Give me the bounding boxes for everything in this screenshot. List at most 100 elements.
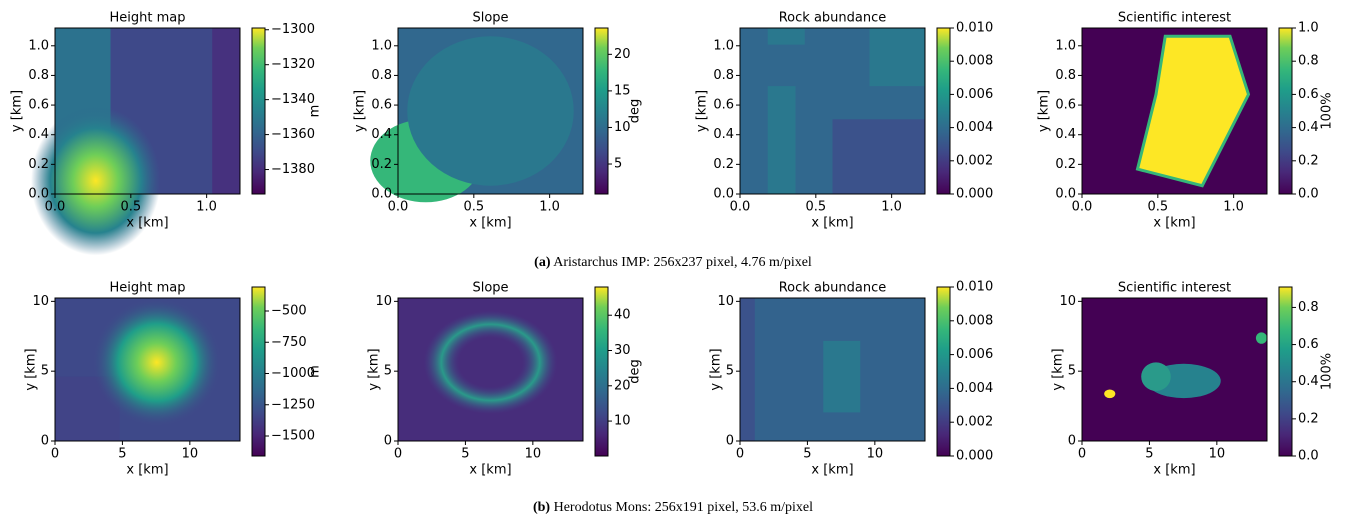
image-patch bbox=[1141, 362, 1171, 391]
y-tick-label: 0.0 bbox=[713, 187, 734, 202]
y-tick-label: 0.6 bbox=[713, 98, 734, 113]
axes-frame bbox=[1081, 27, 1268, 195]
colorbar-label: deg bbox=[628, 359, 643, 384]
image-patch bbox=[212, 28, 240, 194]
axes-frame bbox=[397, 27, 584, 195]
y-tick-label: 0.8 bbox=[371, 68, 392, 83]
colorbar-tick-label: 0.6 bbox=[1298, 337, 1319, 352]
panel-title: Rock abundance bbox=[779, 11, 887, 26]
caption-text: Aristarchus IMP: 256x237 pixel, 4.76 m/p… bbox=[553, 255, 812, 270]
x-tick-label: 5 bbox=[803, 447, 811, 462]
y-tick-label: 1.0 bbox=[28, 38, 49, 53]
y-tick-label: 0.4 bbox=[371, 127, 392, 142]
x-tick-label: 5 bbox=[118, 447, 126, 462]
x-axis-label: x [km] bbox=[469, 463, 511, 478]
panel-title: Height map bbox=[110, 11, 186, 26]
x-tick-label: 10 bbox=[525, 447, 542, 462]
x-tick-label: 0.5 bbox=[805, 200, 826, 215]
axes-frame bbox=[739, 27, 926, 195]
y-tick-label: 0.8 bbox=[713, 68, 734, 83]
y-tick-label: 0.8 bbox=[1055, 68, 1076, 83]
y-tick-label: 0.2 bbox=[1055, 157, 1076, 172]
colorbar-tick-label: 0.004 bbox=[956, 381, 993, 396]
panel-title: Slope bbox=[472, 281, 508, 296]
image-patch bbox=[823, 340, 861, 413]
x-tick-label: 0 bbox=[51, 447, 59, 462]
y-tick-label: 0.6 bbox=[28, 98, 49, 113]
colorbar-label: deg bbox=[628, 99, 643, 124]
y-tick-label: 0 bbox=[1068, 434, 1076, 449]
colorbar-tick-label: −1380 bbox=[271, 162, 315, 177]
colorbar-tick-label: 30 bbox=[614, 343, 631, 358]
colorbar-tick-label: 0.0 bbox=[1298, 449, 1319, 464]
colorbar-tick-label: 40 bbox=[614, 308, 631, 323]
colorbar-tick-label: 0.000 bbox=[956, 449, 993, 464]
axes-frame bbox=[1081, 297, 1268, 442]
image-patch bbox=[1255, 332, 1267, 344]
panel-title: Scientific interest bbox=[1118, 281, 1231, 296]
panel-title: Rock abundance bbox=[779, 281, 887, 296]
colorbar-tick-label: −1320 bbox=[271, 57, 315, 72]
colorbar-tick-label: 0.2 bbox=[1298, 153, 1319, 168]
y-tick-label: 0 bbox=[384, 434, 392, 449]
colorbar-label: m bbox=[308, 365, 323, 378]
colorbar-tick-label: −1500 bbox=[271, 429, 315, 444]
x-axis-label: x [km] bbox=[811, 216, 853, 231]
y-tick-label: 1.0 bbox=[371, 38, 392, 53]
panel-title: Scientific interest bbox=[1118, 11, 1231, 26]
colorbar-tick-label: −1300 bbox=[271, 22, 315, 37]
y-tick-label: 0 bbox=[41, 434, 49, 449]
image-patch bbox=[869, 28, 925, 87]
x-tick-label: 10 bbox=[182, 447, 199, 462]
y-tick-label: 0.8 bbox=[28, 68, 49, 83]
panel: Slope 0 5 10 0 5 10 x [km] y [km] 10 20 30 40 deg bbox=[367, 281, 643, 478]
colorbar bbox=[1278, 286, 1293, 457]
colorbar-tick-label: 0.4 bbox=[1298, 120, 1319, 135]
colorbar bbox=[594, 286, 609, 457]
y-tick-label: 0.4 bbox=[713, 127, 734, 142]
colorbar bbox=[936, 286, 951, 457]
colorbar-tick-label: 0.4 bbox=[1298, 374, 1319, 389]
colorbar-tick-label: −500 bbox=[271, 304, 307, 319]
y-tick-label: 0.4 bbox=[1055, 127, 1076, 142]
x-tick-label: 0 bbox=[394, 447, 402, 462]
panel: Scientific interest 0 5 10 0 5 10 x [km] y [km] 0… bbox=[1051, 281, 1335, 478]
y-tick-label: 1.0 bbox=[713, 38, 734, 53]
colorbar-tick-label: −1340 bbox=[271, 92, 315, 107]
colorbar-tick-label: 5 bbox=[614, 157, 622, 172]
colorbar bbox=[251, 286, 266, 457]
colorbar-tick-label: 15 bbox=[614, 83, 631, 98]
x-tick-label: 1.0 bbox=[196, 200, 217, 215]
panel: Height map 0 5 10 0 5 10 x [km] y [km] −500 −750 −1… bbox=[24, 281, 323, 478]
panel: Rock abundance 0 5 10 0 5 10 x [km] y [km] 0.000 0… bbox=[709, 280, 994, 478]
colorbar-tick-label: 0.8 bbox=[1298, 300, 1319, 315]
y-axis-label: y [km] bbox=[1051, 348, 1066, 390]
x-axis-label: x [km] bbox=[811, 463, 853, 478]
y-tick-label: 0.2 bbox=[713, 157, 734, 172]
x-tick-label: 1.0 bbox=[881, 200, 902, 215]
y-axis-label: y [km] bbox=[695, 90, 710, 132]
colorbar-tick-label: 0.002 bbox=[956, 153, 993, 168]
x-tick-label: 0.5 bbox=[463, 200, 484, 215]
image-patch bbox=[420, 308, 561, 417]
image-patch bbox=[767, 86, 796, 194]
caption: (b) Herodotus Mons: 256x191 pixel, 53.6 … bbox=[533, 500, 813, 515]
y-tick-label: 0.2 bbox=[371, 157, 392, 172]
panel-title: Height map bbox=[110, 281, 186, 296]
axes-frame bbox=[54, 297, 241, 442]
y-axis-label: y [km] bbox=[24, 348, 39, 390]
y-tick-label: 1.0 bbox=[1055, 38, 1076, 53]
image-patch bbox=[832, 119, 925, 194]
y-tick-label: 0.6 bbox=[1055, 98, 1076, 113]
caption-text: Herodotus Mons: 256x191 pixel, 53.6 m/pi… bbox=[554, 500, 813, 515]
y-tick-label: 5 bbox=[384, 364, 392, 379]
x-tick-label: 0.0 bbox=[730, 200, 751, 215]
x-axis-label: x [km] bbox=[126, 216, 168, 231]
y-tick-label: 0.4 bbox=[28, 127, 49, 142]
caption-label: (b) bbox=[533, 500, 550, 515]
image-patch bbox=[1104, 389, 1116, 399]
y-axis-label: y [km] bbox=[367, 348, 382, 390]
colorbar-tick-label: 0.010 bbox=[956, 280, 993, 295]
x-tick-label: 0.0 bbox=[1072, 200, 1093, 215]
